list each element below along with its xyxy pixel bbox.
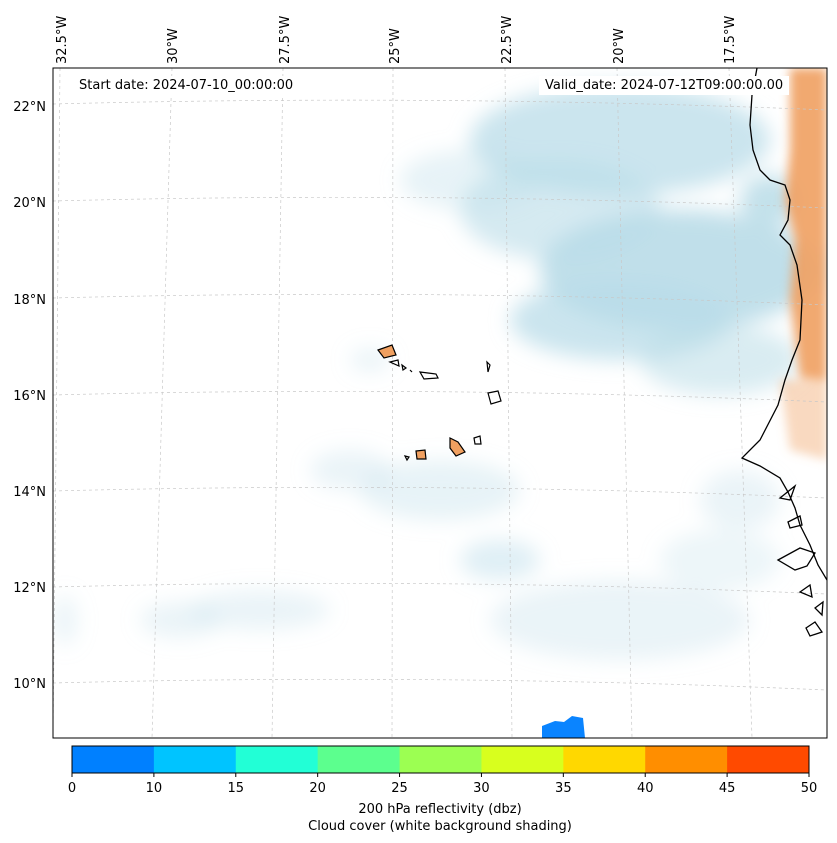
colorbar-title: 200 hPa reflectivity (dbz) xyxy=(358,802,521,817)
colorbar-segment xyxy=(399,746,482,773)
lon-label-30w: 30°W xyxy=(166,28,181,64)
colorbar-tick-label: 50 xyxy=(801,781,818,796)
coastline-west-africa xyxy=(740,68,827,637)
gridlines xyxy=(53,68,827,738)
start-date-label: Start date: 2024-07-10_00:00:00 xyxy=(73,76,300,95)
colorbar-tick-label: 15 xyxy=(228,781,245,796)
colorbar-segment xyxy=(72,746,155,773)
latitude-labels: 22°N 20°N 18°N 16°N 14°N 12°N 10°N xyxy=(13,100,46,692)
lon-label-17-5w: 17.5°W xyxy=(723,16,738,64)
colorbar-tick-label: 30 xyxy=(473,781,490,796)
colorbar: 0 10 15 20 25 30 35 40 45 50 200 hPa reflectivity… xyxy=(68,745,817,834)
colorbar-segment xyxy=(153,746,237,773)
colorbar-segment xyxy=(727,746,810,773)
colorbar-tick-label: 20 xyxy=(309,781,326,796)
lat-label-16n: 16°N xyxy=(13,389,46,404)
lat-label-12n: 12°N xyxy=(13,581,46,596)
cloud-cover-shading xyxy=(53,85,820,660)
lat-label-14n: 14°N xyxy=(13,485,46,500)
lon-label-22-5w: 22.5°W xyxy=(500,16,515,64)
valid-date-label: Valid_date: 2024-07-12T09:00:00.00 xyxy=(539,76,790,95)
colorbar-tick-label: 0 xyxy=(68,781,76,796)
colorbar-segment xyxy=(317,746,401,773)
lat-label-10n: 10°N xyxy=(13,677,46,692)
lon-label-32-5w: 32.5°W xyxy=(55,16,70,64)
lat-label-18n: 18°N xyxy=(13,293,46,308)
lat-label-20n: 20°N xyxy=(13,196,46,211)
reflectivity-blob xyxy=(542,716,585,738)
longitude-labels: 32.5°W 30°W 27.5°W 25°W 22.5°W 20°W 17.5… xyxy=(55,16,738,64)
colorbar-segment xyxy=(645,746,728,773)
map-canvas: 32.5°W 30°W 27.5°W 25°W 22.5°W 20°W 17.5… xyxy=(13,16,828,739)
colorbar-segments xyxy=(72,746,810,773)
colorbar-frame xyxy=(71,745,810,774)
colorbar-ticks: 0 10 15 20 25 30 35 40 45 50 xyxy=(68,773,817,796)
lon-label-25w: 25°W xyxy=(388,28,403,64)
colorbar-tick-label: 45 xyxy=(719,781,736,796)
lat-label-22n: 22°N xyxy=(13,100,46,115)
colorbar-subtitle: Cloud cover (white background shading) xyxy=(308,819,572,834)
colorbar-segment xyxy=(481,746,564,773)
map-frame xyxy=(52,67,828,739)
lon-label-27-5w: 27.5°W xyxy=(278,16,293,64)
reflectivity-land-shading xyxy=(780,68,827,460)
cabo-verde-islands xyxy=(377,344,502,462)
colorbar-tick-label: 25 xyxy=(391,781,408,796)
colorbar-tick-label: 35 xyxy=(555,781,572,796)
colorbar-tick-label: 40 xyxy=(637,781,654,796)
colorbar-segment xyxy=(235,746,319,773)
colorbar-tick-label: 10 xyxy=(146,781,163,796)
lon-label-20w: 20°W xyxy=(612,28,627,64)
colorbar-segment xyxy=(563,746,646,773)
